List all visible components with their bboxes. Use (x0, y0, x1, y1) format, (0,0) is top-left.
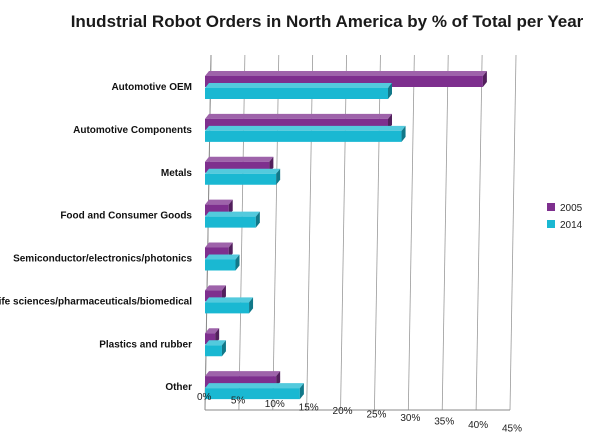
bar-front-face (205, 130, 402, 142)
bar-top-face (205, 328, 220, 334)
bar-end-face (482, 71, 487, 87)
category-label: Automotive Components (73, 125, 192, 136)
bar-top-face (205, 168, 281, 174)
bar-top-face (205, 383, 304, 389)
bar-front-face (205, 333, 216, 345)
bar-2014 (205, 83, 392, 99)
bar-front-face (205, 290, 222, 302)
x-tick-label: 10% (265, 399, 285, 410)
bar-end-face (401, 125, 406, 142)
bar-top-face (205, 113, 392, 119)
gridline (374, 54, 381, 411)
x-tick-label: 15% (299, 403, 319, 414)
bar-end-face (255, 211, 260, 228)
x-tick-label: 20% (333, 406, 353, 417)
legend-label: 2005 (560, 203, 583, 214)
bar-front-face (205, 88, 388, 99)
bar-top-face (205, 371, 281, 377)
category-label: Semiconductor/electronics/photonics (13, 254, 192, 265)
x-tick-label: 5% (231, 396, 246, 407)
gridline (272, 54, 280, 411)
bar-front-face (205, 376, 277, 388)
bar-2005 (205, 71, 487, 87)
bar-front-face (205, 204, 229, 216)
category-label: Automotive OEM (111, 82, 192, 93)
bar-front-face (205, 259, 236, 271)
bar-front-face (205, 302, 250, 314)
bar-top-face (205, 71, 487, 76)
bar-top-face (205, 156, 274, 162)
bar-2014 (205, 211, 260, 228)
bar-front-face (205, 345, 222, 357)
category-label: Life sciences/pharmaceuticals/biomedical (0, 296, 192, 307)
bar-2014 (205, 340, 226, 357)
bars (205, 71, 487, 400)
category-label: Plastics and rubber (99, 339, 192, 350)
gridline (407, 54, 415, 411)
bar-end-face (276, 168, 281, 185)
x-tick-label: 0% (197, 392, 212, 403)
bar-front-face (205, 216, 256, 228)
bar-top-face (205, 242, 233, 248)
gridlines (204, 54, 517, 411)
bar-front-face (205, 161, 270, 173)
chart-title: Inudstrial Robot Orders in North America… (71, 12, 584, 31)
y-axis-line (204, 54, 212, 411)
legend-label: 2014 (560, 220, 583, 231)
category-label: Metals (161, 168, 193, 179)
gridline (306, 54, 314, 411)
category-label: Other (165, 382, 192, 393)
bar-top-face (205, 199, 233, 205)
legend-swatch-2014 (547, 220, 555, 228)
bar-2014 (205, 125, 406, 142)
bar-2014 (205, 168, 281, 185)
gridline (238, 54, 246, 411)
bar-top-face (205, 125, 406, 131)
bar-end-face (299, 383, 304, 400)
x-tick-label: 40% (468, 420, 488, 431)
bar-top-face (205, 83, 392, 88)
gridline (441, 54, 449, 411)
bar-front-face (205, 173, 277, 185)
bar-end-face (235, 254, 240, 271)
legend: 2005 2014 (547, 203, 583, 231)
bar-front-face (205, 118, 388, 130)
bar-end-face (221, 340, 226, 357)
x-tick-label: 25% (366, 410, 386, 421)
bar-top-face (205, 254, 240, 260)
x-tick-label: 30% (400, 413, 420, 424)
gridline (509, 54, 517, 411)
bar-top-face (205, 285, 226, 291)
bar-2014 (205, 254, 240, 271)
x-tick-label: 45% (502, 424, 522, 435)
legend-swatch-2005 (547, 203, 555, 211)
bar-end-face (249, 297, 254, 314)
category-labels: Automotive OEM Automotive Components Metal… (0, 82, 192, 393)
bar-top-face (205, 211, 260, 217)
gridline (340, 54, 347, 411)
bar-front-face (205, 76, 483, 87)
bar-2014 (205, 383, 304, 400)
category-label: Food and Consumer Goods (60, 211, 192, 222)
bar-top-face (205, 340, 226, 346)
gridline (475, 54, 483, 411)
bar-front-face (205, 388, 300, 400)
bar-top-face (205, 297, 254, 303)
x-tick-labels: 0% 5% 10% 15% 20% 25% 30% 35% 40% 45% (197, 392, 522, 435)
bar-front-face (205, 247, 229, 259)
bar-end-face (388, 83, 392, 99)
x-tick-label: 35% (434, 417, 454, 428)
bar-2014 (205, 297, 254, 314)
